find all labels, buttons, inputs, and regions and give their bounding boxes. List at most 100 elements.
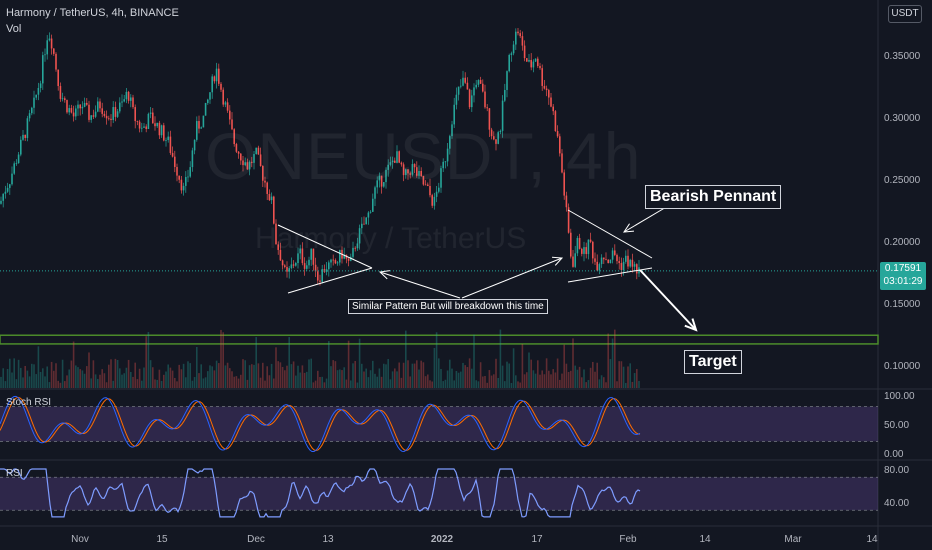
volume-bar	[431, 381, 433, 388]
candle-body	[358, 228, 361, 244]
candle-body	[37, 87, 40, 95]
volume-bar	[215, 360, 218, 388]
candle-body	[592, 241, 594, 259]
volume-bar	[207, 371, 209, 388]
volume-bar	[306, 371, 308, 388]
volume-bar	[435, 332, 438, 388]
rsi-label[interactable]: RSI	[6, 468, 23, 479]
volume-bar	[581, 377, 583, 388]
volume-bar	[292, 361, 295, 388]
candle-body	[330, 259, 332, 263]
volume-bar	[444, 379, 447, 388]
candle-body	[253, 154, 255, 163]
volume-bar	[53, 370, 55, 388]
candle-body	[158, 122, 161, 136]
candle-body	[565, 195, 568, 208]
candle-body	[75, 108, 77, 117]
target-label[interactable]: Target	[684, 350, 742, 374]
candle-body	[160, 125, 163, 136]
volume-bar	[226, 362, 229, 388]
candle-body	[202, 115, 205, 128]
volume-bar	[330, 366, 332, 388]
candle-body	[620, 263, 623, 270]
bearish-pennant-label[interactable]: Bearish Pennant	[645, 185, 782, 209]
pointer-arrow-right	[461, 257, 563, 299]
candle-body	[530, 59, 532, 68]
stoch-rsi-label[interactable]: Stoch RSI	[6, 397, 52, 408]
candle-body	[449, 136, 451, 149]
candle-body	[277, 244, 279, 250]
volume-bar	[15, 379, 18, 388]
candle-body	[286, 266, 288, 272]
time-tick-label: 13	[322, 534, 334, 545]
candle-body	[627, 255, 629, 267]
candle-body	[20, 139, 22, 155]
volume-bar	[4, 381, 7, 388]
candle-body	[464, 77, 466, 83]
candle-body	[2, 193, 4, 201]
candle-body	[468, 89, 471, 108]
volume-bar	[154, 379, 156, 388]
candle-body	[486, 107, 488, 109]
candle-body	[143, 126, 145, 128]
candle-body	[367, 212, 370, 218]
candle-body	[534, 58, 537, 62]
candle-body	[391, 160, 394, 163]
candle-body	[545, 88, 548, 91]
volume-bar	[83, 373, 86, 388]
candle-body	[361, 223, 363, 229]
candle-body	[200, 127, 202, 129]
volume-bar	[323, 382, 326, 388]
candle-body	[319, 280, 321, 282]
volume-bar	[165, 371, 167, 388]
candle-body	[413, 164, 416, 168]
candle-body	[147, 113, 150, 130]
candle-body	[110, 118, 112, 120]
similar-pattern-label[interactable]: Similar Pattern But will breakdown this …	[348, 299, 548, 314]
volume-bar	[193, 377, 196, 388]
volume-bar	[68, 369, 70, 388]
volume-bar	[578, 366, 581, 388]
volume-bar	[26, 370, 29, 388]
candle-body	[515, 31, 517, 45]
candle-body	[427, 184, 429, 186]
volume-bar	[301, 365, 304, 388]
candle-body	[308, 259, 310, 266]
volume-bar	[28, 376, 31, 388]
candle-body	[55, 53, 57, 70]
candle-body	[248, 161, 251, 170]
candle-body	[9, 184, 11, 188]
candle-body	[235, 144, 238, 152]
volume-bar	[589, 367, 592, 388]
candle-body	[125, 91, 128, 100]
candle-body	[13, 163, 15, 174]
volume-bar	[169, 367, 172, 388]
candle-body	[86, 102, 88, 105]
candle-body	[598, 264, 601, 271]
volume-bar	[253, 364, 255, 388]
candle-body	[396, 151, 398, 163]
pennant-trendline	[287, 267, 373, 294]
candle-body	[163, 125, 165, 141]
candle-body	[607, 259, 609, 264]
volume-bar	[233, 376, 235, 388]
candle-body	[578, 237, 581, 249]
volume-bar	[317, 370, 319, 388]
volume-bar	[81, 370, 84, 388]
candle-body	[526, 58, 528, 62]
candle-body	[365, 217, 367, 225]
volume-bar	[367, 377, 370, 388]
candle-body	[479, 80, 482, 84]
candle-body	[457, 86, 460, 95]
volume-bar	[288, 337, 290, 388]
candle-body	[466, 82, 469, 90]
candle-body	[176, 166, 178, 176]
volume-bar	[460, 371, 462, 388]
volume-bar	[262, 362, 264, 388]
currency-button[interactable]: USDT	[888, 5, 922, 23]
volume-bar	[391, 371, 394, 388]
candle-body	[174, 156, 176, 167]
candle-body	[475, 84, 477, 88]
volume-bar	[110, 359, 112, 388]
